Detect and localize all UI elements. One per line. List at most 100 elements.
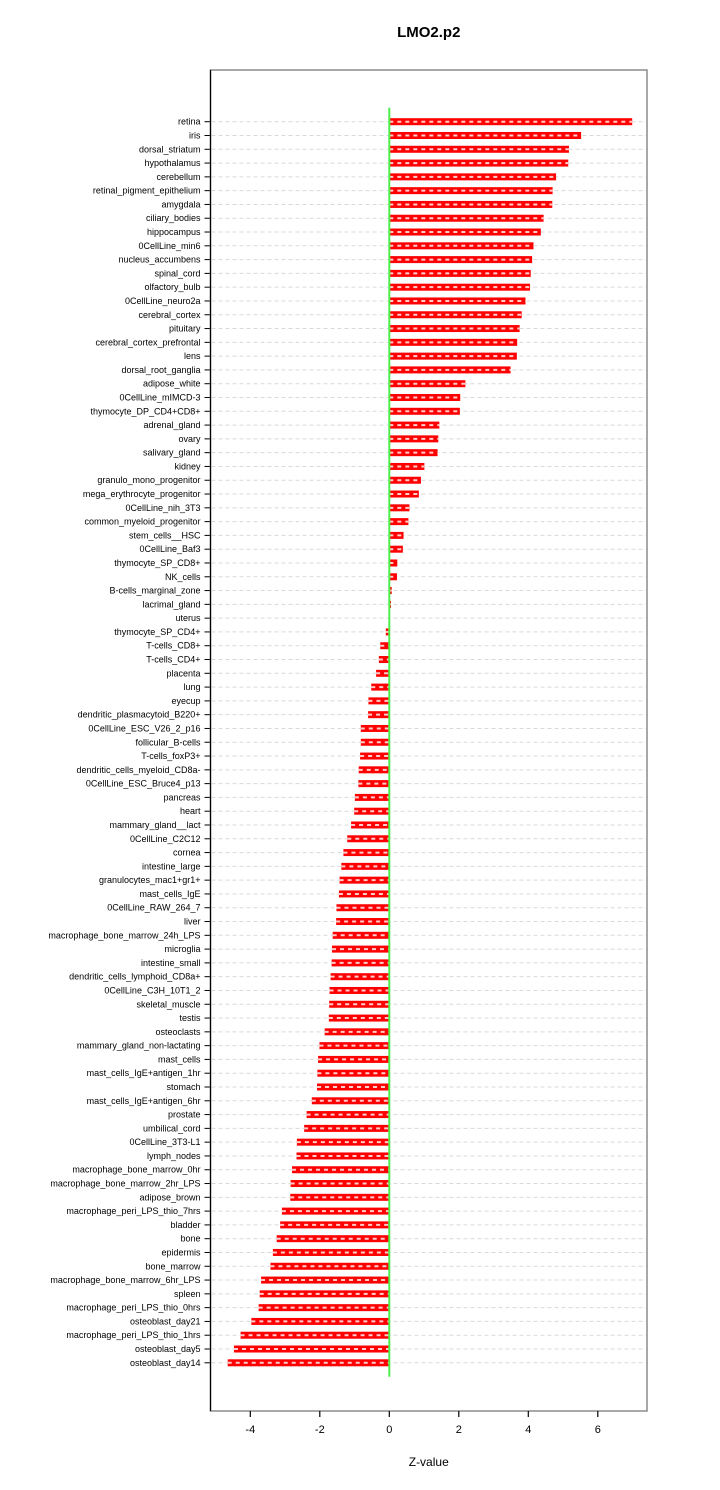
- bar: [358, 780, 390, 788]
- category-label: cerebral_cortex_prefrontal: [95, 337, 200, 347]
- category-label: liver: [184, 917, 201, 927]
- category-label: hippocampus: [147, 227, 201, 237]
- bar: [331, 959, 390, 967]
- category-label: NK_cells: [165, 572, 201, 582]
- bar: [329, 1000, 390, 1008]
- x-tick-label: 4: [525, 1424, 531, 1436]
- category-label: common_myeloid_progenitor: [84, 517, 200, 527]
- category-label: stem_cells__HSC: [129, 530, 201, 540]
- bar: [389, 256, 533, 264]
- category-label: pancreas: [163, 792, 201, 802]
- x-tick-label: 6: [595, 1424, 601, 1436]
- bar: [378, 656, 390, 664]
- category-label: mast_cells: [158, 1054, 201, 1064]
- category-label: mammary_gland__lact: [109, 820, 201, 830]
- category-label: granulo_mono_progenitor: [97, 475, 200, 485]
- bar: [389, 476, 421, 484]
- bar: [347, 835, 390, 843]
- category-label: pituitary: [169, 324, 201, 334]
- category-label: intestine_small: [141, 958, 201, 968]
- category-label: 0CellLine_neuro2a: [125, 296, 201, 306]
- category-label: kidney: [174, 461, 201, 471]
- bar: [389, 214, 544, 222]
- bar: [389, 297, 526, 305]
- category-label: thymocyte_SP_CD4+: [114, 627, 200, 637]
- category-label: epidermis: [161, 1247, 201, 1257]
- category-label: lacrimal_gland: [142, 599, 200, 609]
- category-label: cerebral_cortex: [138, 310, 201, 320]
- category-label: thymocyte_SP_CD8+: [114, 558, 200, 568]
- category-label: dorsal_root_ganglia: [121, 365, 200, 375]
- category-label: skeletal_muscle: [136, 999, 200, 1009]
- plot-area: retina iris dorsal_striatum hypothalamus cer…: [48, 69, 648, 1469]
- category-label: dorsal_striatum: [139, 144, 201, 154]
- bar: [343, 849, 390, 857]
- category-label: 0CellLine_ESC_V26_2_p16: [88, 723, 200, 733]
- category-label: 0CellLine_RAW_264_7: [107, 903, 200, 913]
- category-label: retina: [178, 117, 201, 127]
- bar: [280, 1221, 390, 1229]
- category-label: cornea: [173, 848, 201, 858]
- category-label: spinal_cord: [154, 268, 200, 278]
- category-label: hypothalamus: [144, 158, 201, 168]
- bar: [332, 931, 390, 939]
- bar: [360, 724, 390, 732]
- category-label: osteoclasts: [155, 1027, 201, 1037]
- bar: [389, 531, 404, 539]
- category-label: macrophage_bone_marrow_24h_LPS: [48, 930, 200, 940]
- bar: [389, 490, 419, 498]
- category-label: dendritic_cells_lymphoid_CD8a+: [69, 972, 200, 982]
- category-label: microglia: [164, 944, 200, 954]
- category-label: ciliary_bodies: [146, 213, 201, 223]
- category-label: macrophage_bone_marrow_2hr_LPS: [50, 1179, 200, 1189]
- category-label: 0CellLine_Baf3: [139, 544, 200, 554]
- category-label: intestine_large: [142, 861, 201, 871]
- category-label: 0CellLine_C3H_10T1_2: [104, 985, 200, 995]
- category-label: osteoblast_day5: [135, 1344, 201, 1354]
- category-label: adipose_white: [143, 379, 201, 389]
- category-label: testis: [179, 1013, 201, 1023]
- category-label: 0CellLine_mIMCD-3: [119, 393, 200, 403]
- category-label: lymph_nodes: [147, 1151, 201, 1161]
- category-label: lung: [183, 682, 200, 692]
- category-label: prostate: [168, 1110, 201, 1120]
- category-label: macrophage_bone_marrow_0hr: [72, 1165, 200, 1175]
- category-label: bladder: [170, 1220, 200, 1230]
- bar: [281, 1207, 390, 1215]
- category-label: mast_cells_IgE: [139, 889, 200, 899]
- category-label: B-cells_marginal_zone: [109, 586, 200, 596]
- category-label: mega_erythrocyte_progenitor: [83, 489, 201, 499]
- bar: [376, 669, 390, 677]
- category-label: amygdala: [161, 199, 200, 209]
- category-label: olfactory_bulb: [144, 282, 200, 292]
- category-label: adipose_brown: [139, 1192, 200, 1202]
- category-label: macrophage_peri_LPS_thio_7hrs: [66, 1206, 201, 1216]
- category-label: salivary_gland: [143, 448, 201, 458]
- category-label: spleen: [174, 1289, 201, 1299]
- category-label: bone: [180, 1234, 200, 1244]
- bar: [233, 1345, 390, 1353]
- bar: [380, 642, 390, 650]
- category-label: retinal_pigment_epithelium: [93, 186, 201, 196]
- bar: [311, 1097, 390, 1105]
- category-label: mast_cells_IgE+antigen_6hr: [87, 1096, 201, 1106]
- category-label: T-cells_CD4+: [146, 655, 200, 665]
- category-label: nucleus_accumbens: [118, 255, 201, 265]
- category-label: iris: [189, 130, 201, 140]
- category-label: heart: [180, 806, 201, 816]
- category-label: granulocytes_mac1+gr1+: [99, 875, 201, 885]
- bar: [360, 752, 390, 760]
- bar: [330, 973, 390, 981]
- category-label: T-cells_CD8+: [146, 641, 200, 651]
- category-label: eyecup: [171, 696, 200, 706]
- bar: [389, 131, 582, 139]
- category-label: bone_marrow: [145, 1261, 201, 1271]
- bar: [331, 945, 390, 953]
- category-label: macrophage_peri_LPS_thio_0hrs: [66, 1303, 201, 1313]
- category-label: macrophage_bone_marrow_6hr_LPS: [50, 1275, 200, 1285]
- bar: [251, 1317, 390, 1325]
- bar: [360, 738, 390, 746]
- category-label: dendritic_plasmacytoid_B220+: [78, 710, 201, 720]
